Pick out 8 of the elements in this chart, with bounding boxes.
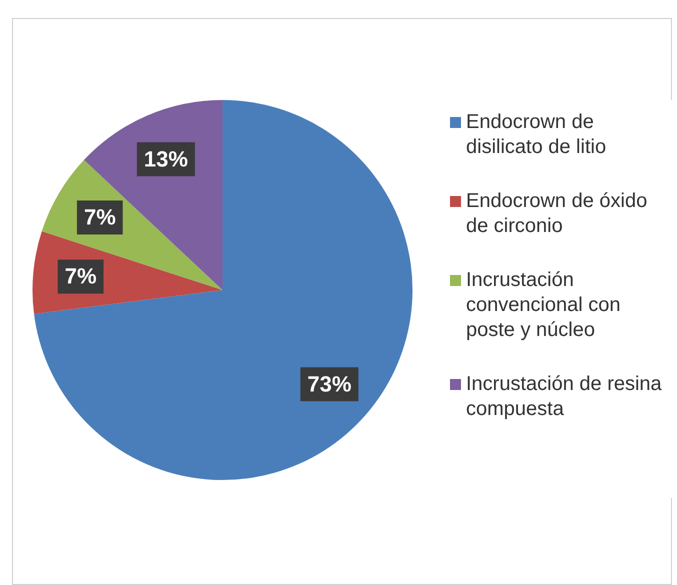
data-label: 13% <box>144 146 188 172</box>
data-label: 7% <box>84 204 116 230</box>
data-label: 7% <box>64 264 97 289</box>
legend-label: Endocrown de disilicato de litio <box>466 110 608 160</box>
legend-label: Endocrown de óxido de circonio <box>466 189 648 239</box>
legend-label: Incrustación de resina compuesta <box>466 372 663 422</box>
legend-label: Incrustación convencional con poste y núcleo <box>466 268 622 343</box>
data-label: 73% <box>307 371 352 396</box>
